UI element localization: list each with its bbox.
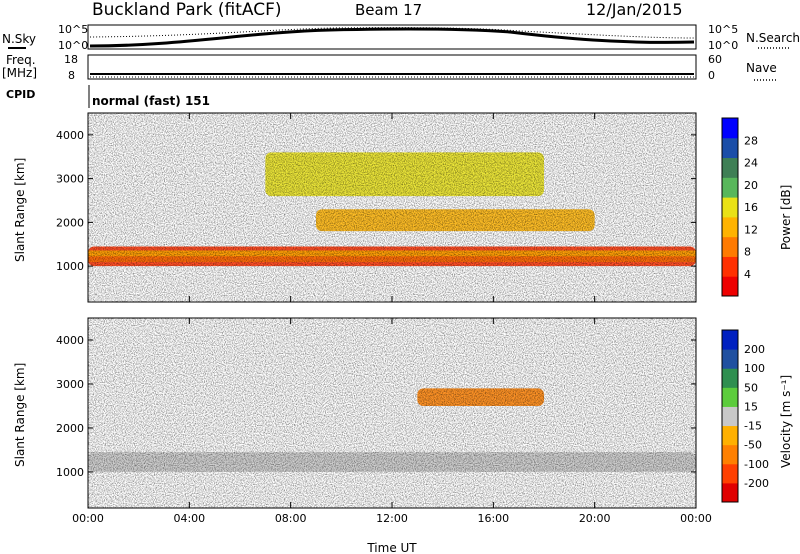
- velocity-colorbar-tick: -50: [744, 439, 762, 452]
- power-colorbar-tick: 16: [744, 201, 758, 214]
- velocity-colorbar-tick: -15: [744, 420, 762, 433]
- nave-tick-bottom: 0: [708, 69, 715, 82]
- power-ylabel: Slant Range [km]: [13, 158, 27, 262]
- freq-label: Freq.: [6, 53, 36, 67]
- cpid-label: CPID: [6, 88, 35, 101]
- power-colorbar-swatch: [722, 157, 738, 178]
- velocity-colorbar-swatch: [722, 349, 738, 369]
- velocity-colorbar-label: Velocity [m s⁻¹]: [779, 375, 793, 468]
- power-colorbar: 4 8 12 16 20 24 28: [721, 117, 758, 297]
- power-colorbar-tick: 4: [744, 268, 751, 281]
- time-tick-label: 04:00: [173, 512, 205, 525]
- velocity-colorbar-tick: 15: [744, 400, 758, 413]
- power-colorbar-swatch: [722, 137, 738, 159]
- time-tick-label: 16:00: [477, 512, 509, 525]
- velocity-ytick-label: 1000: [56, 466, 84, 479]
- velocity-colorbar-tick: 200: [744, 343, 765, 356]
- power-colorbar-tick: 8: [744, 246, 751, 259]
- power-colorbar-swatch: [722, 256, 738, 277]
- power-ytick-label: 2000: [56, 216, 84, 229]
- velocity-colorbar-tick: 100: [744, 362, 765, 375]
- power-colorbar-swatch: [722, 276, 738, 297]
- velocity-colorbar-tick: 50: [744, 381, 758, 394]
- nsearch-label: N.Search: [746, 31, 800, 45]
- time-tick-label: 12:00: [376, 512, 408, 525]
- velocity-ytick-label: 2000: [56, 422, 84, 435]
- time-tick-label: 08:00: [275, 512, 307, 525]
- noise-tick-right-bottom: 10^0: [708, 39, 738, 52]
- freq-panel: [87, 54, 697, 80]
- velocity-colorbar-tick: -100: [744, 458, 769, 471]
- power-heatmap: [88, 113, 696, 302]
- noise-tick-right-top: 10^5: [708, 23, 738, 36]
- power-ytick-label: 4000: [56, 129, 84, 142]
- velocity-colorbar-swatch: [722, 368, 738, 388]
- velocity-colorbar-frame: [721, 329, 739, 503]
- power-colorbar-label: Power [dB]: [779, 185, 793, 250]
- velocity-colorbar-swatch: [722, 387, 738, 407]
- power-colorbar-tick: 12: [744, 223, 758, 236]
- velocity-colorbar-swatch: [722, 330, 738, 350]
- power-colorbar-swatch: [722, 236, 738, 257]
- power-colorbar-tick: 28: [744, 134, 758, 147]
- velocity-colorbar-swatch: [722, 406, 738, 427]
- noise-tick-left-bottom: 10^0: [58, 39, 88, 52]
- power-colorbar-tick: 24: [744, 157, 758, 170]
- time-tick-label: 00:00: [680, 512, 712, 525]
- time-tick-label: 00:00: [72, 512, 104, 525]
- velocity-heatmap: [88, 318, 696, 508]
- freq-tick-bottom: 8: [68, 69, 75, 82]
- velocity-colorbar: 200 100 50 15 -15 -50 -100 -200: [721, 329, 769, 503]
- nave-tick-top: 60: [708, 53, 722, 66]
- freq-unit: [MHz]: [2, 66, 37, 80]
- noise-panel: [87, 24, 697, 50]
- power-colorbar-tick: 20: [744, 179, 758, 192]
- noise-search-curve: [89, 27, 695, 39]
- velocity-colorbar-swatch: [722, 463, 738, 484]
- velocity-ytick-label: 4000: [56, 334, 84, 347]
- velocity-colorbar-swatch: [722, 444, 738, 465]
- nave-label: Nave: [746, 61, 777, 75]
- time-axis-label: Time UT: [366, 541, 417, 554]
- cpid-value: normal (fast) 151: [92, 94, 210, 108]
- station-title: Buckland Park (fitACF): [92, 0, 282, 20]
- noise-sky-curve: [89, 27, 695, 48]
- freq-tick-top: 18: [64, 53, 78, 66]
- velocity-colorbar-swatch: [722, 425, 738, 446]
- beam-title: Beam 17: [355, 1, 422, 19]
- power-colorbar-swatch: [722, 118, 738, 139]
- velocity-colorbar-tick: -200: [744, 477, 769, 490]
- nsky-label: N.Sky: [2, 32, 36, 46]
- velocity-colorbar-swatch: [722, 482, 738, 503]
- power-colorbar-swatch: [722, 177, 738, 198]
- velocity-ylabel: Slant Range [km]: [13, 363, 27, 467]
- time-tick-label: 20:00: [579, 512, 611, 525]
- power-colorbar-frame: [721, 117, 739, 297]
- velocity-ytick-label: 3000: [56, 378, 84, 391]
- power-ytick-label: 1000: [56, 260, 84, 273]
- date-title: 12/Jan/2015: [586, 0, 683, 19]
- power-ytick-label: 3000: [56, 173, 84, 186]
- power-colorbar-swatch: [722, 216, 738, 238]
- power-colorbar-swatch: [722, 197, 738, 218]
- noise-tick-left-top: 10^5: [58, 23, 88, 36]
